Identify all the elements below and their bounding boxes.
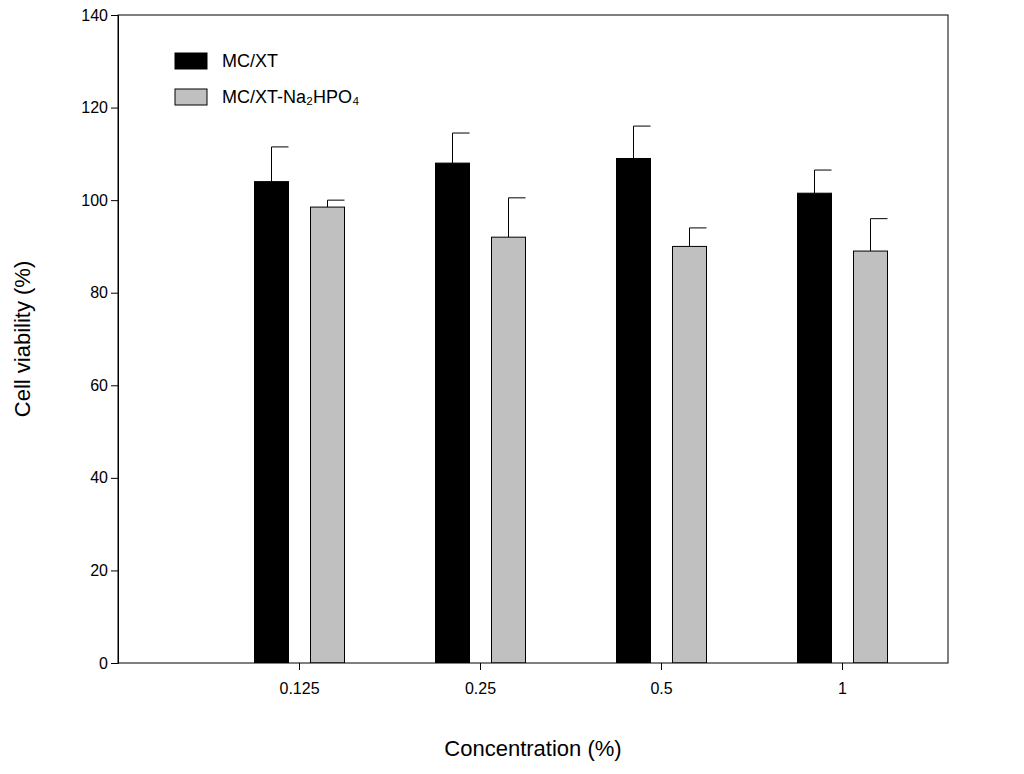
y-axis: 0 20 40 60 80 100 120 140 <box>81 7 118 672</box>
x-tick: 0.125 <box>279 663 319 697</box>
bar <box>492 237 526 663</box>
y-tick-mark <box>111 663 118 664</box>
x-axis-title: Concentration (%) <box>444 736 621 761</box>
error-bar <box>815 170 832 193</box>
y-tick: 0 <box>99 655 118 672</box>
y-tick: 140 <box>81 7 118 24</box>
error-bar <box>690 228 707 247</box>
bar <box>255 182 289 663</box>
y-tick-label: 60 <box>90 377 108 394</box>
y-tick: 20 <box>90 562 118 579</box>
y-tick: 60 <box>90 377 118 394</box>
x-tick-label: 0.125 <box>279 680 319 697</box>
y-axis-title: Cell viability (%) <box>10 261 35 417</box>
y-tick-label: 140 <box>81 7 108 24</box>
error-cap <box>690 227 707 228</box>
x-tick: 1 <box>838 663 847 697</box>
x-tick: 0.25 <box>465 663 496 697</box>
legend-swatch <box>175 53 207 69</box>
x-tick-mark <box>842 663 843 670</box>
error-bar <box>328 200 345 207</box>
error-cap <box>272 146 289 147</box>
error-line <box>689 228 690 247</box>
y-tick-label: 100 <box>81 192 108 209</box>
x-tick: 0.5 <box>650 663 672 697</box>
legend-label: MC/XT <box>222 51 278 71</box>
error-line <box>814 170 815 193</box>
y-tick-mark <box>111 108 118 109</box>
chart: 0204060801001201400.1250.250.51MC/XTMC/X… <box>0 0 1024 774</box>
bar <box>673 246 707 663</box>
error-line <box>452 133 453 163</box>
y-tick: 100 <box>81 192 118 209</box>
error-bar <box>871 219 888 251</box>
error-cap <box>815 170 832 171</box>
error-line <box>870 219 871 251</box>
x-tick-mark <box>480 663 481 670</box>
y-tick-label: 0 <box>99 655 108 672</box>
error-cap <box>871 218 888 219</box>
error-line <box>508 198 509 237</box>
error-cap <box>509 197 526 198</box>
bar <box>798 193 832 663</box>
error-cap <box>328 200 345 201</box>
y-tick-label: 20 <box>90 562 108 579</box>
error-bar <box>634 126 651 158</box>
bar <box>617 158 651 663</box>
legend-item: MC/XT-Na₂HPO₄ <box>175 87 359 107</box>
x-tick-label: 1 <box>838 680 847 697</box>
legend-label: MC/XT-Na₂HPO₄ <box>222 87 359 107</box>
legend: MC/XT MC/XT-Na₂HPO₄ <box>175 51 359 107</box>
y-axis-line <box>111 16 119 664</box>
y-tick: 80 <box>90 284 118 301</box>
bar <box>311 207 345 663</box>
bar <box>854 251 888 663</box>
x-tick-mark <box>299 663 300 670</box>
error-bar <box>453 133 470 163</box>
y-tick: 40 <box>90 469 118 486</box>
y-tick-label: 40 <box>90 469 108 486</box>
y-tick: 120 <box>81 99 118 116</box>
bars <box>255 126 888 663</box>
frame <box>118 15 948 663</box>
error-bar <box>272 147 289 182</box>
error-cap <box>453 133 470 134</box>
error-line <box>327 200 328 207</box>
x-axis: 0.125 0.25 0.5 1 <box>279 663 847 697</box>
y-tick-label: 120 <box>81 99 108 116</box>
error-line <box>633 126 634 158</box>
series <box>255 126 832 663</box>
y-tick-mark <box>111 570 118 571</box>
series <box>311 198 888 663</box>
y-tick-mark <box>111 15 118 16</box>
plot: 0204060801001201400.1250.250.51MC/XTMC/X… <box>81 7 948 697</box>
error-bar <box>509 198 526 237</box>
y-tick-mark <box>111 385 118 386</box>
error-line <box>271 147 272 182</box>
y-tick-label: 80 <box>90 284 108 301</box>
error-cap <box>634 126 651 127</box>
x-tick-label: 0.25 <box>465 680 496 697</box>
x-tick-mark <box>661 663 662 670</box>
y-tick-mark <box>111 293 118 294</box>
bar <box>436 163 470 663</box>
legend-swatch <box>175 89 207 105</box>
x-tick-label: 0.5 <box>650 680 672 697</box>
y-tick-mark <box>111 478 118 479</box>
legend-item: MC/XT <box>175 51 278 71</box>
y-tick-mark <box>111 200 118 201</box>
